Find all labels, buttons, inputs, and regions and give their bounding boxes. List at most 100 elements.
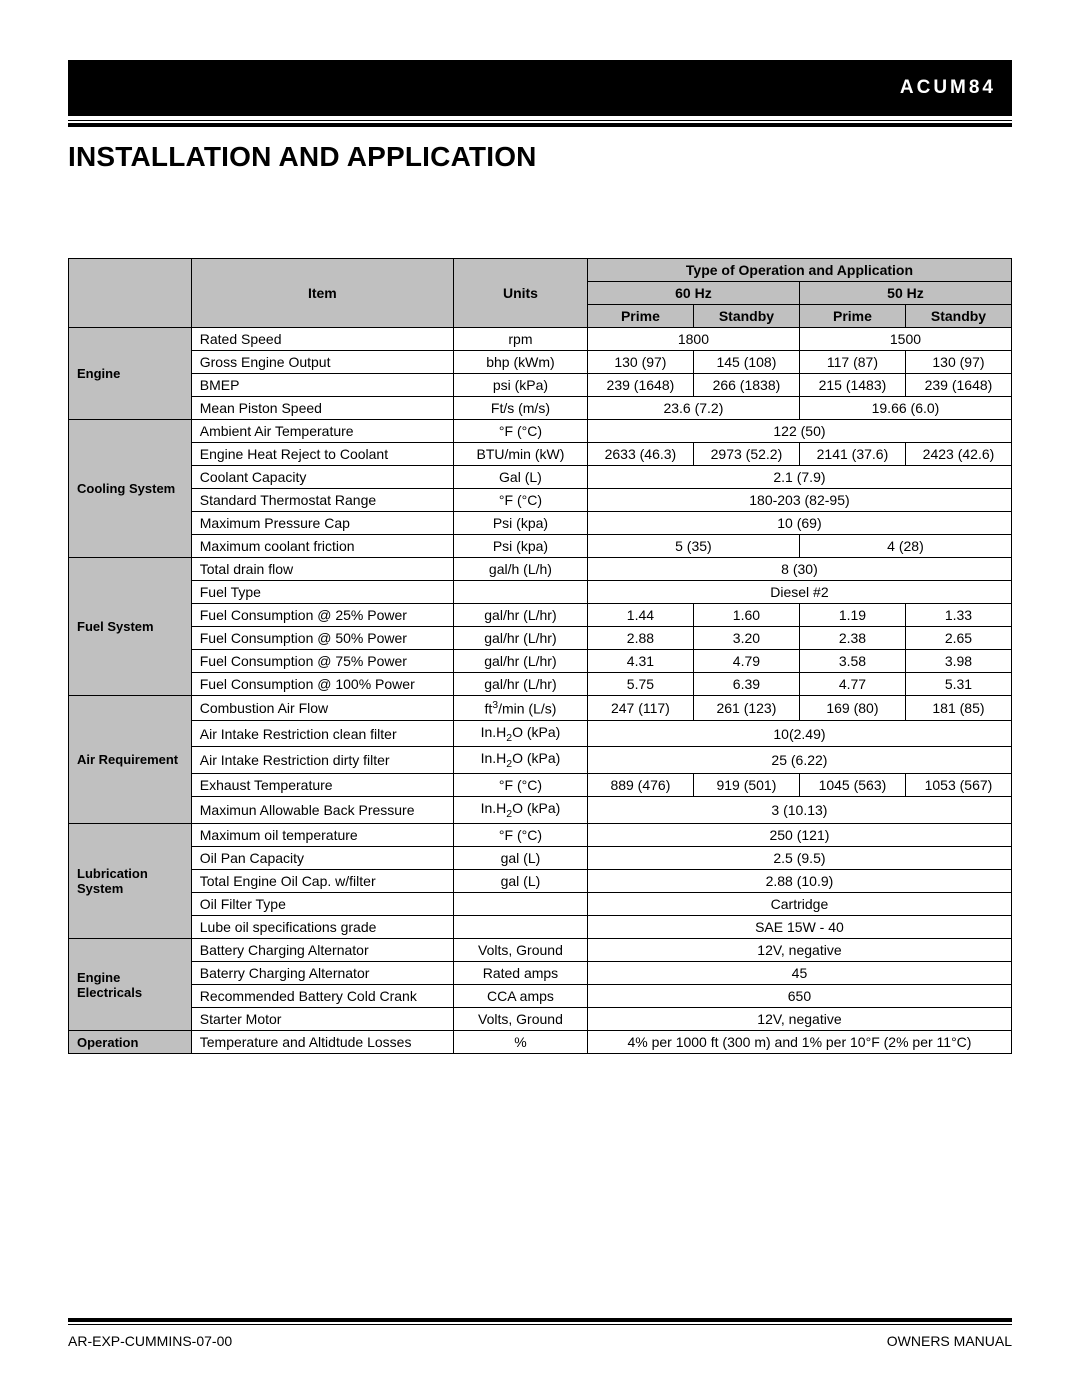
footer-rule-thin xyxy=(68,1324,1012,1325)
item-cell: Fuel Consumption @ 75% Power xyxy=(191,650,453,673)
item-cell: Engine Heat Reject to Coolant xyxy=(191,443,453,466)
item-cell: Maximum oil temperature xyxy=(191,824,453,847)
value-cell: 122 (50) xyxy=(587,420,1011,443)
value-cell: 130 (97) xyxy=(587,351,693,374)
table-row: Oil Pan Capacitygal (L)2.5 (9.5) xyxy=(69,847,1012,870)
value-cell: 2141 (37.6) xyxy=(799,443,905,466)
table-row: Coolant CapacityGal (L)2.1 (7.9) xyxy=(69,466,1012,489)
item-cell: Oil Filter Type xyxy=(191,893,453,916)
category-cell: Operation xyxy=(69,1031,192,1054)
units-cell: °F (°C) xyxy=(454,824,588,847)
value-cell: 2973 (52.2) xyxy=(693,443,799,466)
value-cell: 239 (1648) xyxy=(905,374,1011,397)
value-cell: 25 (6.22) xyxy=(587,747,1011,774)
th-60hz: 60 Hz xyxy=(587,282,799,305)
table-row: Total Engine Oil Cap. w/filtergal (L)2.8… xyxy=(69,870,1012,893)
item-cell: Standard Thermostat Range xyxy=(191,489,453,512)
item-cell: Ambient Air Temperature xyxy=(191,420,453,443)
footer-rule-thick xyxy=(68,1318,1012,1322)
value-cell: 4.31 xyxy=(587,650,693,673)
units-cell: Volts, Ground xyxy=(454,1008,588,1031)
th-standby-60: Standby xyxy=(693,305,799,328)
units-cell: In.H2O (kPa) xyxy=(454,720,588,747)
value-cell: 2.88 (10.9) xyxy=(587,870,1011,893)
table-row: Fuel Consumption @ 50% Powergal/hr (L/hr… xyxy=(69,627,1012,650)
table-row: Exhaust Temperature°F (°C)889 (476)919 (… xyxy=(69,774,1012,797)
units-cell: bhp (kWm) xyxy=(454,351,588,374)
th-blank xyxy=(69,259,192,328)
value-cell: 3.20 xyxy=(693,627,799,650)
header-rule-thick xyxy=(68,123,1012,127)
th-prime-60: Prime xyxy=(587,305,693,328)
value-cell: 266 (1838) xyxy=(693,374,799,397)
value-cell: 12V, negative xyxy=(587,1008,1011,1031)
units-cell: Psi (kpa) xyxy=(454,512,588,535)
item-cell: Recommended Battery Cold Crank xyxy=(191,985,453,1008)
value-cell: 5 (35) xyxy=(587,535,799,558)
category-cell: Cooling System xyxy=(69,420,192,558)
units-cell: °F (°C) xyxy=(454,774,588,797)
table-row: Maximun Allowable Back PressureIn.H2O (k… xyxy=(69,797,1012,824)
value-cell: 2.65 xyxy=(905,627,1011,650)
footer-right: OWNERS MANUAL xyxy=(887,1333,1012,1349)
value-cell: 650 xyxy=(587,985,1011,1008)
value-cell: 247 (117) xyxy=(587,696,693,721)
value-cell: 2.1 (7.9) xyxy=(587,466,1011,489)
value-cell: 261 (123) xyxy=(693,696,799,721)
units-cell: gal/hr (L/hr) xyxy=(454,604,588,627)
table-row: Standard Thermostat Range°F (°C)180-203 … xyxy=(69,489,1012,512)
item-cell: Fuel Consumption @ 25% Power xyxy=(191,604,453,627)
value-cell: 2423 (42.6) xyxy=(905,443,1011,466)
value-cell: 4 (28) xyxy=(799,535,1011,558)
units-cell: rpm xyxy=(454,328,588,351)
footer-left: AR-EXP-CUMMINS-07-00 xyxy=(68,1333,232,1349)
value-cell: SAE 15W - 40 xyxy=(587,916,1011,939)
value-cell: 3 (10.13) xyxy=(587,797,1011,824)
table-row: Cooling SystemAmbient Air Temperature°F … xyxy=(69,420,1012,443)
table-row: Oil Filter TypeCartridge xyxy=(69,893,1012,916)
value-cell: 1.44 xyxy=(587,604,693,627)
value-cell: 10(2.49) xyxy=(587,720,1011,747)
units-cell: gal/h (L/h) xyxy=(454,558,588,581)
value-cell: 169 (80) xyxy=(799,696,905,721)
item-cell: Rated Speed xyxy=(191,328,453,351)
th-group: Type of Operation and Application xyxy=(587,259,1011,282)
section-title: Installation And Application xyxy=(68,141,1012,173)
table-row: Starter MotorVolts, Ground12V, negative xyxy=(69,1008,1012,1031)
value-cell: 145 (108) xyxy=(693,351,799,374)
value-cell: 4% per 1000 ft (300 m) and 1% per 10°F (… xyxy=(587,1031,1011,1054)
units-cell: In.H2O (kPa) xyxy=(454,797,588,824)
value-cell: 19.66 (6.0) xyxy=(799,397,1011,420)
value-cell: 889 (476) xyxy=(587,774,693,797)
table-row: Lubrication SystemMaximum oil temperatur… xyxy=(69,824,1012,847)
units-cell: Ft/s (m/s) xyxy=(454,397,588,420)
table-row: Air Intake Restriction clean filterIn.H2… xyxy=(69,720,1012,747)
units-cell: gal/hr (L/hr) xyxy=(454,627,588,650)
units-cell: CCA amps xyxy=(454,985,588,1008)
value-cell: 6.39 xyxy=(693,673,799,696)
item-cell: Gross Engine Output xyxy=(191,351,453,374)
footer: AR-EXP-CUMMINS-07-00 OWNERS MANUAL xyxy=(68,1318,1012,1349)
value-cell: 1800 xyxy=(587,328,799,351)
item-cell: Maximun Allowable Back Pressure xyxy=(191,797,453,824)
th-standby-50: Standby xyxy=(905,305,1011,328)
header-bar: ACUM84 xyxy=(68,60,1012,116)
value-cell: 117 (87) xyxy=(799,351,905,374)
units-cell: ft3/min (L/s) xyxy=(454,696,588,721)
value-cell: 215 (1483) xyxy=(799,374,905,397)
value-cell: 12V, negative xyxy=(587,939,1011,962)
value-cell: 5.75 xyxy=(587,673,693,696)
value-cell: 1.19 xyxy=(799,604,905,627)
table-row: Gross Engine Outputbhp (kWm)130 (97)145 … xyxy=(69,351,1012,374)
item-cell: Exhaust Temperature xyxy=(191,774,453,797)
spec-table: Item Units Type of Operation and Applica… xyxy=(68,258,1012,1054)
category-cell: Engine xyxy=(69,328,192,420)
units-cell: psi (kPa) xyxy=(454,374,588,397)
item-cell: Combustion Air Flow xyxy=(191,696,453,721)
value-cell: 181 (85) xyxy=(905,696,1011,721)
table-row: EngineRated Speedrpm18001500 xyxy=(69,328,1012,351)
value-cell: 1500 xyxy=(799,328,1011,351)
table-row: Fuel Consumption @ 25% Powergal/hr (L/hr… xyxy=(69,604,1012,627)
value-cell: 919 (501) xyxy=(693,774,799,797)
value-cell: 130 (97) xyxy=(905,351,1011,374)
